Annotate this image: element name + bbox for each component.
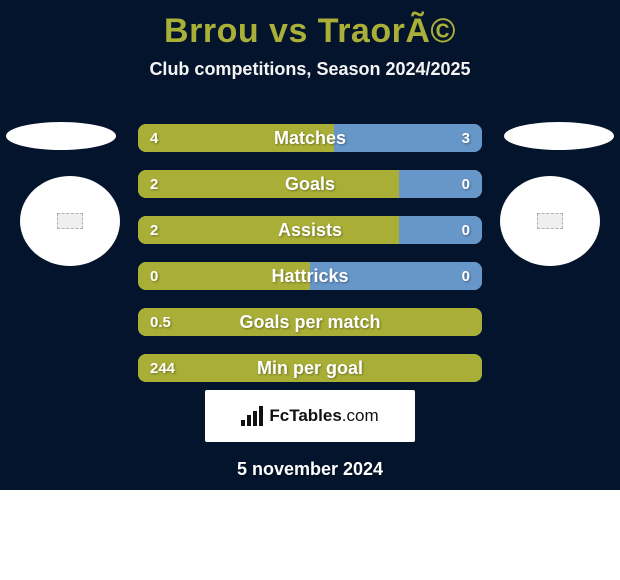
page-title: Brrou vs TraorÃ© bbox=[0, 0, 620, 51]
stat-right-value: 0 bbox=[310, 262, 482, 290]
stat-right-value: 0 bbox=[399, 216, 482, 244]
stat-left-value: 0 bbox=[138, 262, 310, 290]
logo-text: FcTables.com bbox=[269, 406, 378, 426]
stat-left-value: 2 bbox=[138, 170, 399, 198]
logo-text-thin: .com bbox=[342, 406, 379, 425]
fctables-logo: FcTables.com bbox=[205, 390, 415, 442]
decorative-ellipse-right bbox=[504, 122, 614, 150]
stat-left-value: 4 bbox=[138, 124, 334, 152]
date: 5 november 2024 bbox=[0, 459, 620, 480]
player-badge-right bbox=[500, 176, 600, 266]
stat-left-value: 0.5 bbox=[138, 308, 482, 336]
decorative-ellipse-left bbox=[6, 122, 116, 150]
bar-chart-icon bbox=[241, 406, 263, 426]
stat-row: 43Matches bbox=[138, 124, 482, 152]
comparison-card: Brrou vs TraorÃ© Club competitions, Seas… bbox=[0, 0, 620, 490]
stat-row: 20Goals bbox=[138, 170, 482, 198]
stat-right-value: 0 bbox=[399, 170, 482, 198]
stat-row: 244Min per goal bbox=[138, 354, 482, 382]
placeholder-flag-icon bbox=[57, 213, 83, 229]
stat-row: 0.5Goals per match bbox=[138, 308, 482, 336]
placeholder-flag-icon bbox=[537, 213, 563, 229]
stat-left-value: 244 bbox=[138, 354, 482, 382]
subtitle: Club competitions, Season 2024/2025 bbox=[0, 59, 620, 80]
stat-row: 20Assists bbox=[138, 216, 482, 244]
stat-right-value: 3 bbox=[334, 124, 482, 152]
player-badge-left bbox=[20, 176, 120, 266]
stat-row: 00Hattricks bbox=[138, 262, 482, 290]
stat-left-value: 2 bbox=[138, 216, 399, 244]
logo-text-bold: FcTables bbox=[269, 406, 341, 425]
stats-rows: 43Matches 20Goals 20Assists 00Hattricks 0.5G… bbox=[138, 124, 482, 400]
